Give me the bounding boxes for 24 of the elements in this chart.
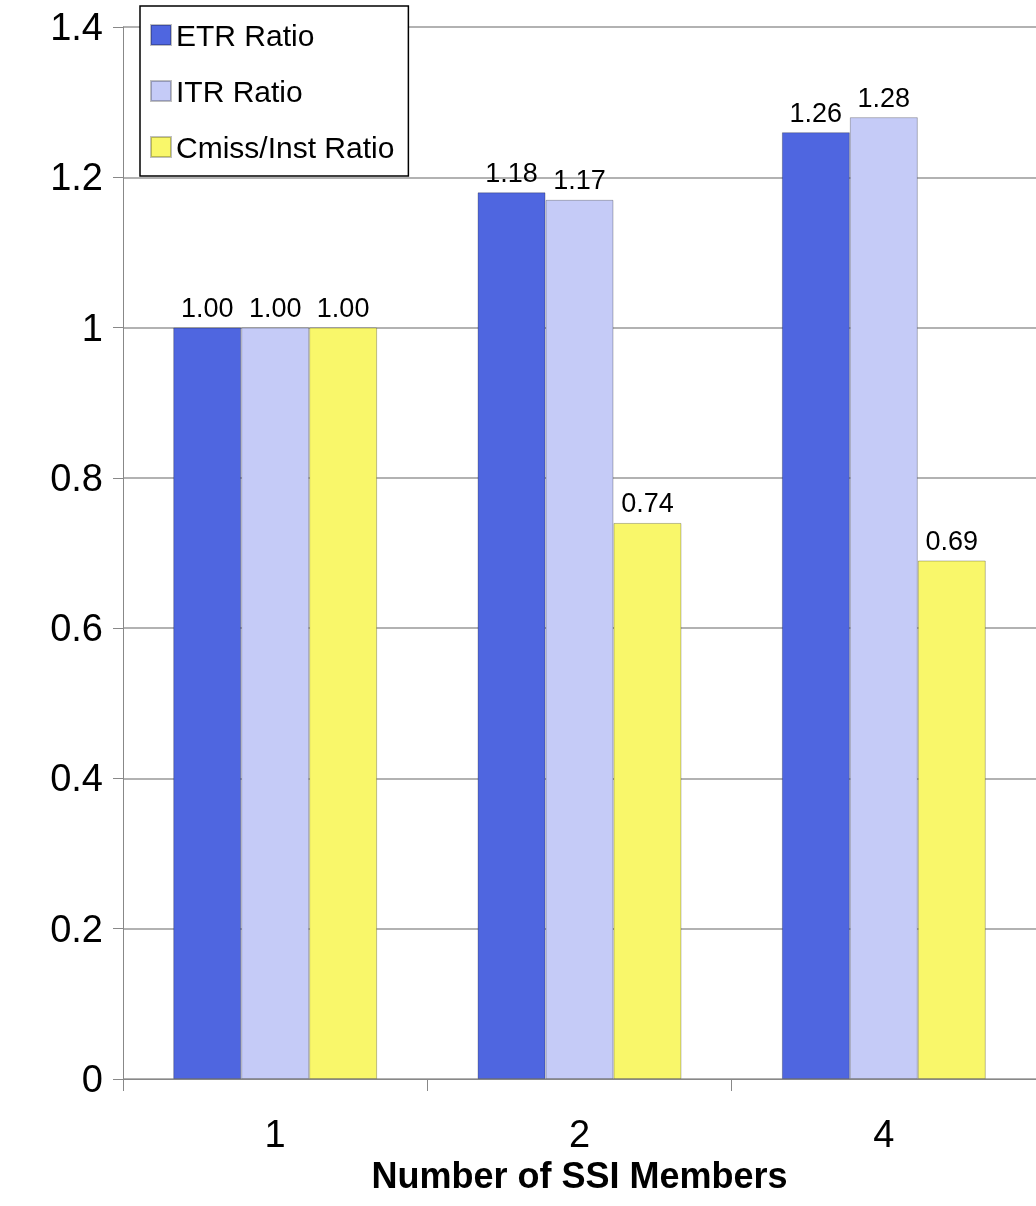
data-label: 1.00 [180,293,234,324]
x-tick-label: 2 [568,1113,591,1155]
y-tick-label: 1.4 [50,6,103,48]
y-tick-label: 0.2 [50,907,103,950]
y-tick-label: 1.2 [50,156,103,199]
data-label: 0.74 [621,488,674,519]
data-label: 1.17 [553,165,606,196]
y-tick-label: 0 [81,1058,103,1100]
data-label: 0.69 [925,526,979,557]
x-tick-label: 1 [264,1113,286,1155]
legend-label: ITR Ratio [176,74,303,108]
legend-label: Cmiss/Inst Ratio [176,130,395,164]
data-label: 1.18 [485,157,538,188]
y-tick-label: 0.6 [50,607,103,650]
y-tick-label: 1 [81,306,103,349]
legend-label: ETR Ratio [176,18,315,52]
data-label: 1.00 [248,293,302,324]
x-axis-title: Number of SSI Members [371,1155,788,1197]
y-tick-label: 0.8 [50,456,103,499]
data-label: 1.28 [857,82,911,113]
x-tick-label: 4 [873,1113,895,1155]
y-tick-label: 0.4 [50,757,103,800]
data-label: 1.26 [789,97,843,128]
data-label: 1.00 [316,293,370,324]
